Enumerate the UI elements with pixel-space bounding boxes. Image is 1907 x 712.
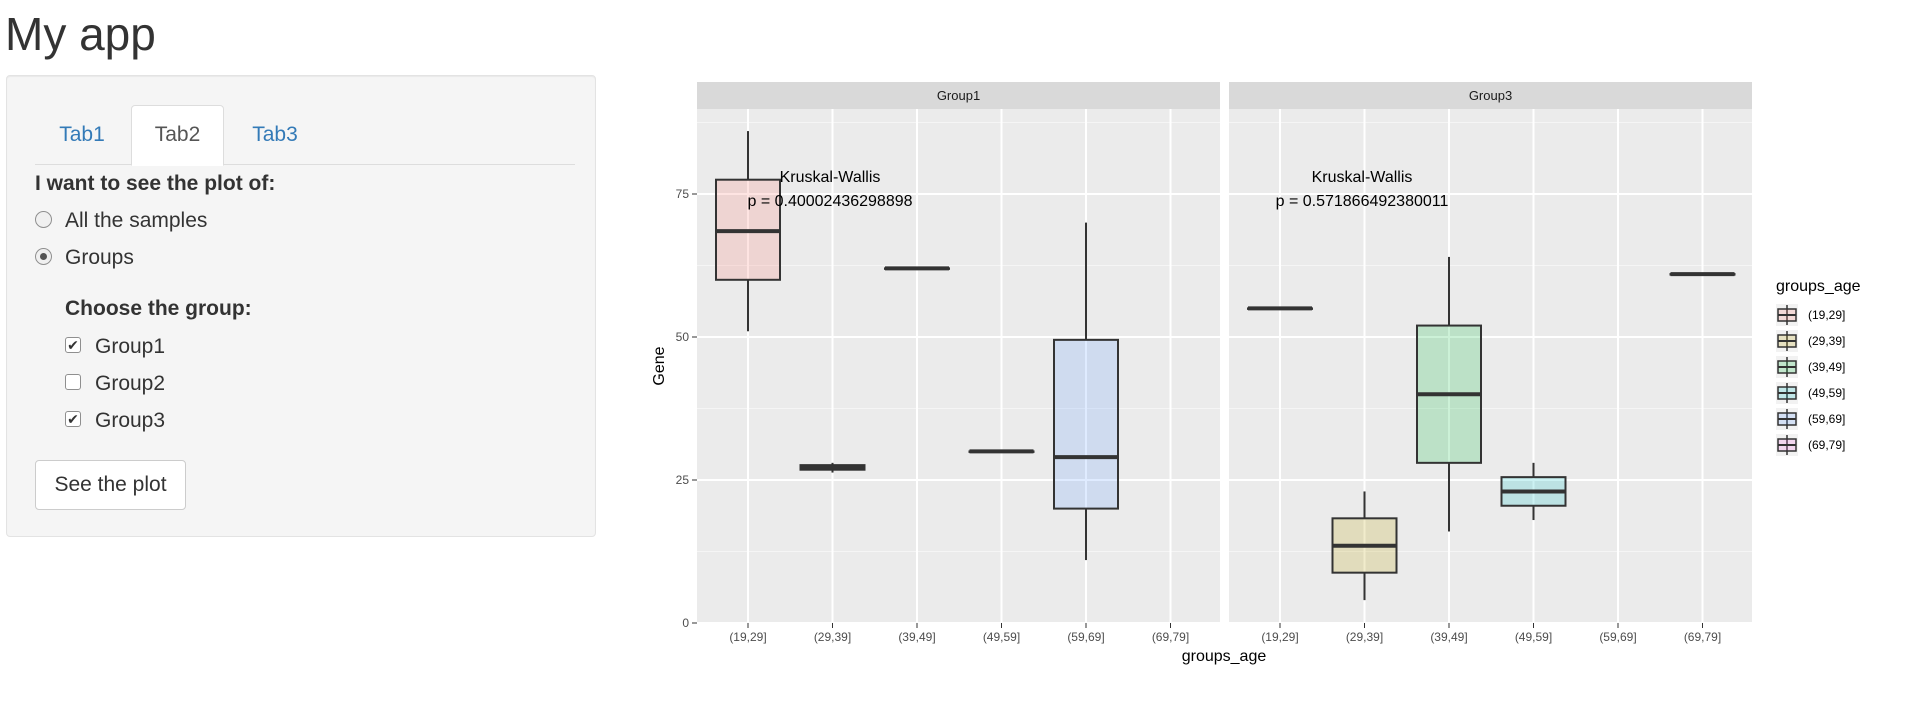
x-tick-label: (49,59]	[983, 630, 1020, 644]
y-tick-label: 25	[676, 473, 690, 487]
x-tick-label: (69,79]	[1152, 630, 1189, 644]
checkbox-label: Group3	[95, 409, 166, 432]
p-value-annotation: p = 0.571866492380011	[1276, 193, 1449, 210]
checkbox-checked-icon[interactable]: ✔	[65, 411, 81, 427]
y-tick-label: 0	[682, 616, 689, 630]
facet-strip	[697, 82, 1220, 109]
radio-button[interactable]	[35, 211, 52, 228]
tab-tab3[interactable]: Tab3	[252, 123, 298, 146]
checkbox-group2[interactable]: Group2	[65, 371, 265, 397]
facet-strip-label: Group1	[937, 88, 980, 103]
panel-background	[1229, 109, 1752, 623]
x-tick-label: (29,39]	[814, 630, 851, 644]
x-tick-label: (39,49]	[1430, 630, 1467, 644]
x-tick-label: (19,29]	[1261, 630, 1298, 644]
legend-label: (29,39]	[1808, 334, 1845, 348]
x-tick-label: (69,79]	[1684, 630, 1721, 644]
x-tick-label: (59,69]	[1599, 630, 1636, 644]
facet-strip-label: Group3	[1469, 88, 1512, 103]
x-tick-label: (49,59]	[1515, 630, 1552, 644]
plot-question-label: I want to see the plot of:	[35, 172, 276, 195]
see-plot-button[interactable]: See the plot	[35, 460, 186, 510]
checkbox-label: Group2	[95, 372, 166, 395]
x-tick-label: (59,69]	[1067, 630, 1104, 644]
group-question-label: Choose the group:	[65, 297, 252, 320]
legend-label: (69,79]	[1808, 438, 1845, 452]
checkbox-group1[interactable]: ✔ Group1	[65, 334, 265, 360]
legend-title: groups_age	[1776, 278, 1861, 295]
legend-label: (49,59]	[1808, 386, 1845, 400]
y-tick-label: 50	[676, 330, 690, 344]
radio-button-selected[interactable]	[35, 248, 52, 265]
radio-label: All the samples	[65, 209, 208, 232]
facet-strip	[1229, 82, 1752, 109]
radio-groups[interactable]: Groups	[35, 245, 335, 271]
tab-tab2[interactable]: Tab2	[131, 105, 224, 166]
legend-label: (39,49]	[1808, 360, 1845, 374]
y-tick-label: 75	[676, 187, 690, 201]
box-(59,69]	[1053, 338, 1119, 510]
legend-label: (59,69]	[1808, 412, 1845, 426]
sidebar-panel: Tab1 Tab2 Tab3 I want to see the plot of…	[6, 75, 596, 537]
tab-tab1[interactable]: Tab1	[59, 123, 105, 146]
tab-bar: Tab1 Tab2 Tab3	[35, 105, 575, 166]
x-tick-label: (19,29]	[729, 630, 766, 644]
test-name-annotation: Kruskal-Wallis	[780, 169, 881, 186]
checkbox-unchecked-icon[interactable]	[65, 374, 81, 390]
x-tick-label: (39,49]	[898, 630, 935, 644]
test-name-annotation: Kruskal-Wallis	[1312, 169, 1413, 186]
x-axis-title: groups_age	[1182, 648, 1267, 665]
legend-label: (19,29]	[1808, 308, 1845, 322]
radio-label: Groups	[65, 246, 134, 269]
checkbox-checked-icon[interactable]: ✔	[65, 337, 81, 353]
boxplot-chart: Group1 (19,29] (29,39] (39,49] (49,59] (59,69…	[651, 82, 1861, 665]
app-title: My app	[5, 8, 156, 60]
x-tick-label: (29,39]	[1346, 630, 1383, 644]
radio-all-samples[interactable]: All the samples	[35, 208, 335, 234]
checkbox-group3[interactable]: ✔ Group3	[65, 408, 265, 434]
checkbox-label: Group1	[95, 335, 166, 358]
p-value-annotation: p = 0.40002436298898	[747, 193, 912, 210]
y-axis-title: Gene	[651, 346, 668, 385]
